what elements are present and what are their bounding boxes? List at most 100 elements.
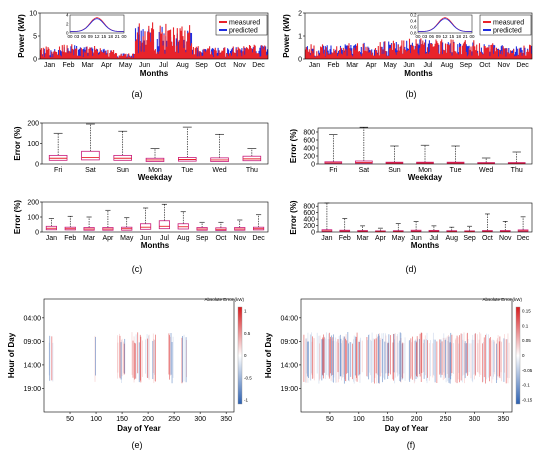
x-tick-label: Oct xyxy=(482,235,493,242)
inset-y-tick-label: 0.4 xyxy=(410,19,417,24)
panel-c-month-boxplot: 0 100 200 Jan Feb Mar Apr May Jun Jul Aug Sep Oct Nov… xyxy=(13,200,269,250)
x-tick-label: Jun xyxy=(410,235,421,242)
caption-b: (b) xyxy=(406,89,417,99)
x-axis-label: Day of Year xyxy=(117,424,160,433)
series-measured-bars xyxy=(304,38,533,59)
x-tick-label: 100 xyxy=(353,416,365,423)
inset-y-tick-label: 0.6 xyxy=(410,25,417,30)
inset-x-tick-label: 03 xyxy=(422,34,428,39)
inset-x-tick-label: 18 xyxy=(108,34,114,39)
y-tick-label: 14:00 xyxy=(280,362,298,369)
x-tick-label: Jun xyxy=(139,62,150,69)
colorbar-tick-label: 1 xyxy=(244,309,247,314)
inset-y-tick-label: 4 xyxy=(66,13,69,18)
y-axis-label: Power (kW) xyxy=(17,14,26,58)
x-tick-label: Nov xyxy=(497,62,510,69)
x-tick-label: Jul xyxy=(160,235,169,242)
inset-predicted-line xyxy=(69,18,125,32)
x-tick-label: Mon xyxy=(148,167,162,174)
y-tick-label: 200 xyxy=(303,154,315,161)
inset-x-tick-label: 09 xyxy=(436,34,442,39)
legend-box xyxy=(479,14,532,36)
x-tick-label: Sep xyxy=(195,62,208,69)
caption-a: (a) xyxy=(132,89,143,99)
y-tick-label: 1 xyxy=(298,34,302,41)
panel-c-weekday-boxplot: 0 100 200 Fri Sat Sun Mon Tue Wed Thu Weekday Error… xyxy=(13,121,269,182)
inset-x-tick-label: 03 xyxy=(74,34,80,39)
inset-x-tick-label: 15 xyxy=(101,34,107,39)
inset-frame xyxy=(69,14,125,34)
legend-label: predicted xyxy=(229,28,258,35)
x-tick-label: Sun xyxy=(388,167,401,174)
plot-frame xyxy=(317,127,533,165)
x-tick-label: Mar xyxy=(83,235,96,242)
inset-predicted-line xyxy=(417,18,473,32)
x-axis-label: Day of Year xyxy=(385,424,428,433)
colorbar-tick-label: -0.15 xyxy=(522,398,533,403)
colorbar xyxy=(237,306,243,405)
x-tick-label: 100 xyxy=(90,416,102,423)
y-tick-label: 800 xyxy=(303,130,315,137)
y-tick-label: 400 xyxy=(303,217,315,224)
x-tick-label: 150 xyxy=(116,416,128,423)
inset-x-tick-label: 12 xyxy=(442,34,448,39)
x-tick-label: Mar xyxy=(346,62,359,69)
x-tick-label: 350 xyxy=(497,416,509,423)
x-axis-label: Months xyxy=(141,241,170,250)
x-tick-label: Fri xyxy=(329,167,338,174)
y-tick-label: 0 xyxy=(311,162,315,169)
x-axis-label: Months xyxy=(411,241,440,250)
x-tick-label: Aug xyxy=(177,235,190,242)
y-axis-label: Error (%) xyxy=(289,200,298,235)
x-tick-label: Nov xyxy=(234,235,247,242)
y-tick-label: 200 xyxy=(303,223,315,230)
legend-label: predicted xyxy=(493,28,522,35)
colorbar-tick-label: 0 xyxy=(244,353,247,358)
x-tick-label: Wed xyxy=(212,167,226,174)
plot-frame xyxy=(317,202,533,233)
colorbar-tick-label: 0.5 xyxy=(244,331,251,336)
y-tick-label: 0 xyxy=(33,57,37,64)
y-axis-label: Error (%) xyxy=(289,129,298,164)
inset-x-tick-label: 06 xyxy=(81,34,87,39)
x-tick-label: Jun xyxy=(403,62,414,69)
y-tick-label: 200 xyxy=(27,121,39,128)
inset-y-tick-label: 0.2 xyxy=(410,13,417,18)
x-tick-label: Feb xyxy=(339,235,351,242)
x-tick-label: 50 xyxy=(66,416,74,423)
caption-f: (f) xyxy=(407,440,416,450)
x-tick-label: Nov xyxy=(233,62,246,69)
heatmap-background xyxy=(301,299,512,412)
y-tick-label: 800 xyxy=(303,204,315,211)
y-tick-label: 600 xyxy=(303,210,315,217)
colorbar-tick-label: 0 xyxy=(522,353,525,358)
x-axis-label: Weekday xyxy=(138,173,173,182)
x-tick-label: Jul xyxy=(429,235,438,242)
legend-label: measured xyxy=(493,20,524,27)
x-tick-label: Jan xyxy=(46,235,57,242)
y-tick-label: 5 xyxy=(33,34,37,41)
box-iqr xyxy=(158,220,170,230)
x-tick-label: May xyxy=(120,235,134,242)
x-tick-label: Dec xyxy=(516,62,529,69)
colorbar-tick-label: 0.05 xyxy=(522,338,531,343)
y-tick-label: 04:00 xyxy=(280,315,298,322)
y-axis-label: Error (%) xyxy=(13,200,22,235)
x-tick-label: Oct xyxy=(215,62,226,69)
x-tick-label: 200 xyxy=(411,416,423,423)
inset-x-tick-label: 21 xyxy=(463,34,469,39)
x-tick-label: 300 xyxy=(469,416,481,423)
y-tick-label: 19:00 xyxy=(23,386,41,393)
inset-y-tick-label: 0 xyxy=(66,31,69,36)
x-axis-label: Weekday xyxy=(408,173,443,182)
x-tick-label: Jul xyxy=(159,62,168,69)
x-tick-label: May xyxy=(119,62,133,69)
x-tick-label: Apr xyxy=(102,235,114,242)
x-tick-label: Nov xyxy=(499,235,512,242)
x-tick-label: Jun xyxy=(140,235,151,242)
inset-x-tick-label: 00 xyxy=(415,34,421,39)
inset-x-tick-label: 15 xyxy=(449,34,455,39)
y-axis-label: Error (%) xyxy=(13,126,22,161)
